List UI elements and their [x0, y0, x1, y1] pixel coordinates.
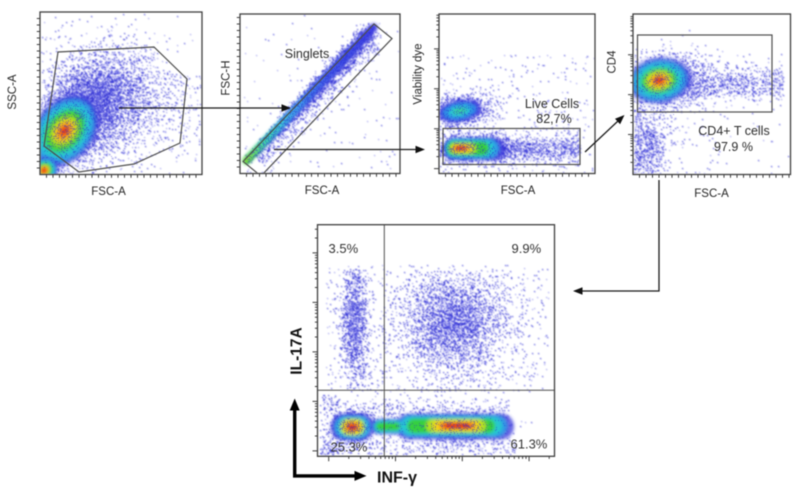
svg-text:Singlets: Singlets: [285, 47, 329, 61]
svg-text:FSC-H: FSC-H: [221, 60, 233, 95]
svg-text:82,7%: 82,7%: [536, 112, 571, 126]
svg-text:Live Cells: Live Cells: [525, 97, 579, 111]
svg-text:9.9%: 9.9%: [512, 241, 542, 256]
svg-text:25.3%: 25.3%: [331, 440, 368, 455]
svg-text:INF-γ: INF-γ: [377, 470, 417, 487]
svg-text:3.5%: 3.5%: [329, 241, 359, 256]
svg-text:97.9 %: 97.9 %: [714, 140, 753, 154]
svg-text:61.3%: 61.3%: [511, 437, 548, 452]
svg-text:FSC-A: FSC-A: [305, 185, 340, 197]
svg-text:CD4: CD4: [607, 50, 619, 74]
svg-text:IL-17A: IL-17A: [289, 327, 306, 374]
svg-text:SSC-A: SSC-A: [7, 74, 19, 109]
svg-text:FSC-A: FSC-A: [501, 185, 536, 197]
svg-text:Viability dye: Viability dye: [413, 43, 425, 104]
svg-text:CD4+ T cells: CD4+ T cells: [698, 124, 769, 138]
svg-text:FSC-A: FSC-A: [694, 188, 729, 200]
svg-text:FSC-A: FSC-A: [91, 186, 126, 198]
